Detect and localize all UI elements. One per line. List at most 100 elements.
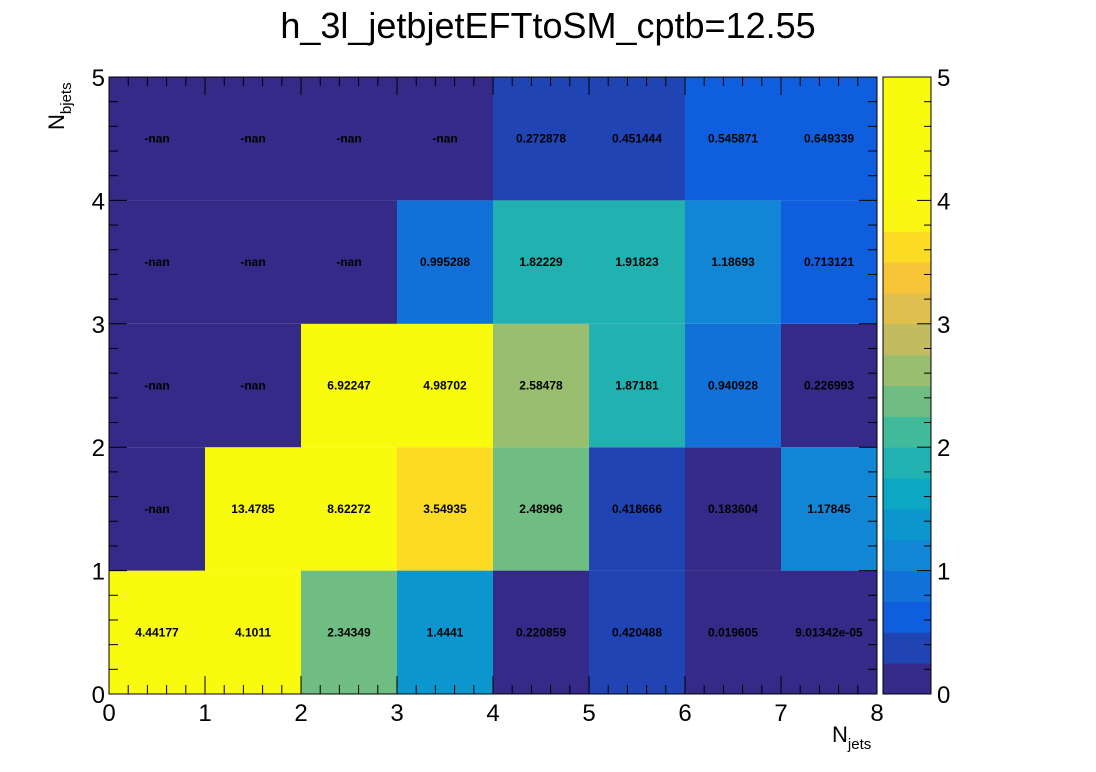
colorbar-band — [883, 292, 931, 325]
heatmap-cell-0-0 — [109, 570, 205, 694]
colorbar-band — [883, 570, 931, 602]
y-axis-label-main: N — [44, 114, 69, 130]
heatmap-cell-2-2 — [301, 323, 397, 448]
cell-label-4-0: -nan — [144, 132, 169, 146]
heatmap-cell-0-6 — [685, 570, 781, 694]
heatmap-cell-1-5 — [589, 447, 685, 571]
heatmap-cell-2-5 — [589, 323, 685, 448]
heatmap-cell-1-6 — [685, 447, 781, 571]
heatmap-cell-4-2 — [301, 77, 397, 201]
x-axis-label-sub: jets — [847, 736, 871, 753]
heatmap-cell-4-1 — [205, 77, 301, 201]
colorbar-band — [883, 200, 931, 232]
colorbar-band — [883, 478, 931, 510]
x-tick-label: 5 — [582, 700, 595, 727]
cell-label-1-5: 0.418666 — [612, 502, 662, 516]
heatmap-cell-0-7 — [781, 570, 877, 694]
y-tick-label: 3 — [92, 312, 105, 339]
cell-label-0-1: 4.1011 — [235, 625, 271, 639]
colorbar-tick-label: 2 — [937, 435, 950, 462]
cell-label-1-1: 13.4785 — [231, 502, 275, 516]
colorbar-tick-label: 0 — [937, 682, 950, 709]
heatmap-cell-1-3 — [397, 447, 493, 571]
chart-title: h_3l_jetbjetEFTtoSM_cptb=12.55 — [280, 5, 815, 46]
heatmap-cell-2-6 — [685, 323, 781, 448]
heatmap-cell-3-5 — [589, 200, 685, 324]
colorbar-border — [882, 76, 932, 695]
y-tick-label: 0 — [92, 682, 105, 709]
cell-label-2-7: 0.226993 — [804, 379, 854, 393]
cell-label-4-7: 0.649339 — [804, 132, 854, 146]
y-axis-label: Nbjets — [44, 82, 75, 130]
cell-label-0-3: 1.4441 — [427, 625, 464, 639]
cell-label-1-3: 3.54935 — [423, 502, 467, 516]
y-tick-label: 5 — [92, 65, 105, 92]
cell-label-1-6: 0.183604 — [708, 502, 758, 516]
heatmap-cell-3-1 — [205, 200, 301, 324]
colorbar-band — [883, 508, 931, 541]
colorbar-band — [883, 601, 931, 633]
colorbar-tick-label: 4 — [937, 188, 950, 215]
colorbar-band — [883, 262, 931, 294]
heatmap-cell-4-4 — [493, 77, 589, 201]
heatmap-cell-2-3 — [397, 323, 493, 448]
heatmap-cell-3-7 — [781, 200, 877, 324]
colorbar-band — [883, 539, 931, 572]
colorbar-tick-label: 1 — [937, 559, 950, 586]
x-tick-label: 4 — [486, 700, 499, 727]
cell-label-0-4: 0.220859 — [516, 625, 566, 639]
cell-label-0-5: 0.420488 — [612, 625, 662, 639]
x-tick-label: 1 — [198, 700, 211, 727]
colorbar-band — [883, 663, 931, 695]
heatmap-cell-2-7 — [781, 323, 877, 448]
y-axis-ticks: 0 1 2 3 4 5 — [92, 65, 877, 709]
heatmap-cell-4-3 — [397, 77, 493, 201]
x-axis-label: Njets — [832, 722, 871, 753]
heatmap-cell-2-0 — [109, 323, 205, 448]
x-tick-label: 7 — [774, 700, 787, 727]
cell-label-2-1: -nan — [240, 379, 265, 393]
cell-label-3-4: 1.82229 — [519, 255, 563, 269]
heatmap-cell-4-6 — [685, 77, 781, 201]
colorbar-band — [883, 632, 931, 664]
x-tick-label: 0 — [102, 700, 115, 727]
cell-label-0-6: 0.019605 — [708, 625, 758, 639]
x-tick-label: 3 — [390, 700, 403, 727]
cell-label-3-5: 1.91823 — [615, 255, 659, 269]
colorbar-band — [883, 169, 931, 201]
heatmap-cell-labels: 4.44177 4.1011 2.34349 1.4441 0.220859 0.4204… — [135, 132, 863, 640]
cell-label-3-3: 0.995288 — [420, 255, 470, 269]
y-tick-label: 1 — [92, 559, 105, 586]
colorbar-tick-label: 5 — [937, 65, 950, 92]
cell-label-0-0: 4.44177 — [135, 625, 179, 639]
heatmap-cell-1-0 — [109, 447, 205, 571]
cell-label-4-4: 0.272878 — [516, 132, 566, 146]
y-axis-label-sub: bjets — [58, 82, 75, 114]
cell-label-3-7: 0.713121 — [804, 255, 854, 269]
colorbar-band — [883, 138, 931, 171]
x-tick-label: 2 — [294, 700, 307, 727]
heatmap-cell-3-2 — [301, 200, 397, 324]
x-axis-ticks: 0 1 2 3 4 5 6 7 8 — [102, 77, 884, 727]
cell-label-1-2: 8.62272 — [327, 502, 371, 516]
cell-label-2-2: 6.92247 — [327, 379, 371, 393]
cell-label-3-6: 1.18693 — [711, 255, 755, 269]
cell-label-4-2: -nan — [336, 132, 361, 146]
cell-label-1-0: -nan — [144, 502, 169, 516]
colorbar-band — [883, 385, 931, 417]
cell-label-0-7: 9.01342e-05 — [795, 625, 863, 639]
cell-label-4-5: 0.451444 — [612, 132, 662, 146]
y-tick-label: 4 — [92, 188, 105, 215]
heatmap-cell-1-4 — [493, 447, 589, 571]
colorbar-band — [883, 447, 931, 479]
cell-label-3-2: -nan — [336, 255, 361, 269]
cell-label-2-6: 0.940928 — [708, 379, 758, 393]
heatmap-cell-1-7 — [781, 447, 877, 571]
x-axis-label-main: N — [832, 722, 848, 747]
heatmap-cell-0-4 — [493, 570, 589, 694]
heatmap-cell-3-6 — [685, 200, 781, 324]
colorbar-tick-label: 3 — [937, 312, 950, 339]
cell-label-4-1: -nan — [240, 132, 265, 146]
heatmap-cell-0-2 — [301, 570, 397, 694]
